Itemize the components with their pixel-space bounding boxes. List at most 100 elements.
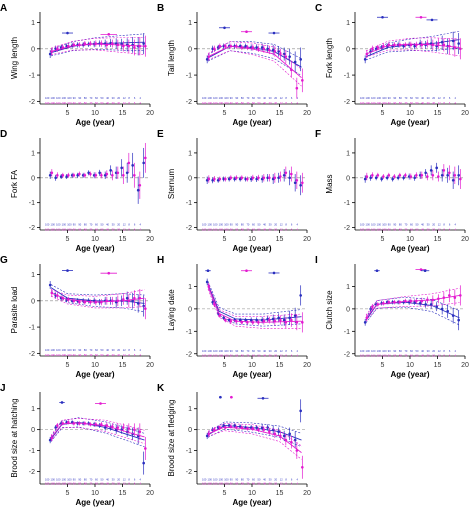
panel-letter: A [0, 3, 7, 14]
series-ci-upper [365, 30, 460, 54]
series-ci-upper [50, 418, 145, 436]
y-tick-label: -1 [186, 200, 192, 207]
sample-size-label: 4 [454, 96, 456, 100]
sample-size-label: 100 [213, 96, 218, 100]
sample-size-label: 8 [285, 477, 287, 481]
sample-size-label: 100 [45, 227, 50, 231]
data-point [213, 428, 216, 431]
sample-size-label: 80 [84, 96, 87, 100]
sample-size-label: 100 [62, 96, 67, 100]
sample-size-label: 90 [78, 227, 81, 231]
sample-size-label: 12 [123, 348, 126, 352]
sample-size-label: 70 [89, 227, 92, 231]
data-point [142, 461, 145, 465]
sample-size-label: 90 [78, 348, 81, 352]
sample-size-label: 100 [62, 348, 67, 352]
data-point [273, 176, 277, 180]
data-point [83, 422, 87, 425]
data-point [290, 172, 293, 176]
data-point [83, 173, 87, 177]
data-point [371, 305, 374, 308]
data-point [125, 296, 129, 300]
series-ci-upper [207, 281, 302, 315]
data-point [299, 409, 302, 413]
data-point [246, 46, 249, 49]
sample-size-label: 6 [291, 227, 293, 231]
sample-size-label: 90 [235, 477, 238, 481]
sample-size-label: 20 [274, 481, 277, 485]
sample-size-label: 30 [112, 222, 115, 226]
sample-size-label: 100 [56, 353, 61, 357]
sample-size-label: 100 [224, 477, 229, 481]
sample-size-label: 80 [399, 353, 402, 357]
sample-size-label: 6 [134, 222, 136, 226]
sample-size-label: 20 [117, 477, 120, 481]
significance-point [375, 269, 379, 273]
sample-size-label: 70 [246, 349, 249, 353]
sample-size-label: 60 [410, 349, 413, 353]
sample-size-label: 100 [51, 101, 56, 105]
data-point [363, 321, 367, 324]
sample-size-label: 60 [410, 353, 413, 357]
sample-size-label: 100 [382, 96, 387, 100]
sample-size-label: 100 [56, 101, 61, 105]
data-point [380, 177, 383, 181]
sample-size-label: 70 [404, 101, 407, 105]
sample-size-label: 6 [449, 353, 451, 357]
data-point [382, 175, 385, 178]
data-point [72, 173, 76, 177]
sample-size-label: 100 [208, 227, 213, 231]
sample-size-label: 12 [438, 222, 441, 226]
sample-size-label: 8 [285, 349, 287, 353]
data-point [431, 173, 435, 177]
sample-size-label: 100 [377, 353, 382, 357]
data-point [365, 52, 369, 56]
data-point [83, 42, 87, 45]
x-axis-title: Age (year) [75, 370, 114, 379]
data-point [133, 173, 136, 177]
data-point [288, 432, 291, 436]
data-point [94, 423, 98, 426]
data-point [207, 177, 211, 181]
data-point [457, 42, 460, 45]
sample-size-label: 20 [274, 101, 277, 105]
series-fit-line [207, 45, 302, 79]
data-point [385, 176, 389, 180]
sample-size-label: 100 [208, 481, 213, 485]
sample-size-label: 6 [134, 227, 136, 231]
significance-point [272, 31, 276, 35]
x-tick-label: 15 [434, 236, 442, 243]
sample-size-label: 100 [219, 349, 224, 353]
sample-size-label: 100 [377, 222, 382, 226]
x-tick-label: 10 [91, 362, 99, 369]
y-tick-label: 0 [31, 427, 35, 434]
sample-size-label: 60 [95, 222, 98, 226]
sample-size-label: 90 [230, 481, 233, 485]
sample-size-label: 4 [139, 353, 141, 357]
sample-size-label: 6 [134, 481, 136, 485]
sample-size-label: 100 [45, 101, 50, 105]
data-point [72, 43, 76, 47]
series-ci-upper [365, 287, 460, 316]
data-point [440, 307, 444, 311]
x-axis-title: Age (year) [75, 118, 114, 127]
y-tick-label: -2 [29, 225, 35, 232]
sample-size-label: 50 [258, 353, 261, 357]
sample-size-label: 90 [230, 101, 233, 105]
data-point [277, 316, 280, 320]
sample-size-label: 30 [427, 96, 430, 100]
data-point [393, 300, 396, 304]
y-tick-label: 0 [31, 46, 35, 53]
data-point [136, 188, 140, 192]
series-fit-line [365, 294, 460, 319]
sample-size-label: 40 [421, 222, 424, 226]
data-point [127, 161, 131, 165]
significance-point [66, 31, 69, 35]
sample-size-label: 50 [258, 96, 261, 100]
sample-size-label: 80 [84, 222, 87, 226]
series-ci-lower [207, 289, 302, 329]
